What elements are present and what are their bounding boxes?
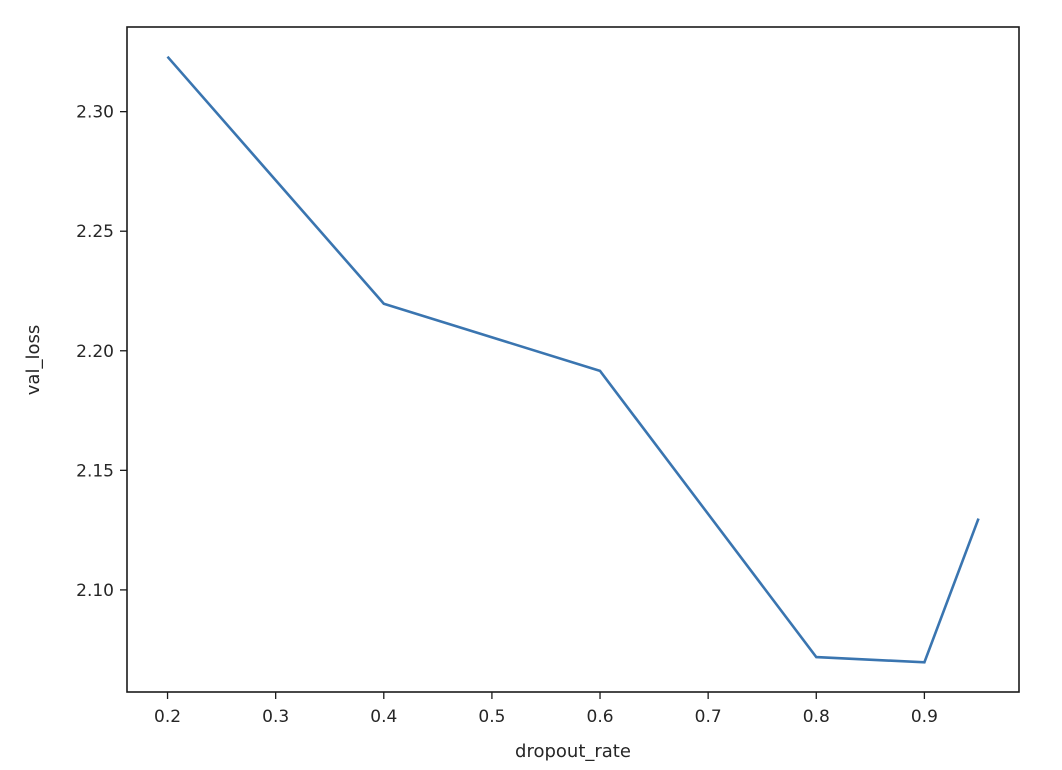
- y-axis-ticks: 2.10 2.15 2.20 2.25 2.30: [76, 103, 127, 601]
- y-tick-label: 2.25: [76, 222, 114, 242]
- x-tick-label: 0.9: [911, 707, 938, 727]
- x-tick-label: 0.7: [695, 707, 722, 727]
- y-tick-label: 2.30: [76, 103, 114, 123]
- x-axis-ticks: 0.2 0.3 0.4 0.5 0.6 0.7 0.8 0.9: [154, 692, 938, 727]
- y-tick-label: 2.20: [76, 342, 114, 362]
- y-tick-label: 2.15: [76, 461, 114, 481]
- y-tick-label: 2.10: [76, 581, 114, 601]
- plot-area: [127, 27, 1019, 692]
- y-axis-label: val_loss: [23, 325, 44, 395]
- x-tick-label: 0.3: [262, 707, 289, 727]
- x-tick-label: 0.6: [587, 707, 614, 727]
- x-tick-label: 0.4: [370, 707, 397, 727]
- val-loss-line: [166, 55, 980, 664]
- axes-frame: [126, 26, 1020, 693]
- x-tick-label: 0.8: [803, 707, 830, 727]
- x-axis-label: dropout_rate: [515, 741, 631, 762]
- x-tick-label: 0.2: [154, 707, 181, 727]
- x-tick-label: 0.5: [478, 707, 505, 727]
